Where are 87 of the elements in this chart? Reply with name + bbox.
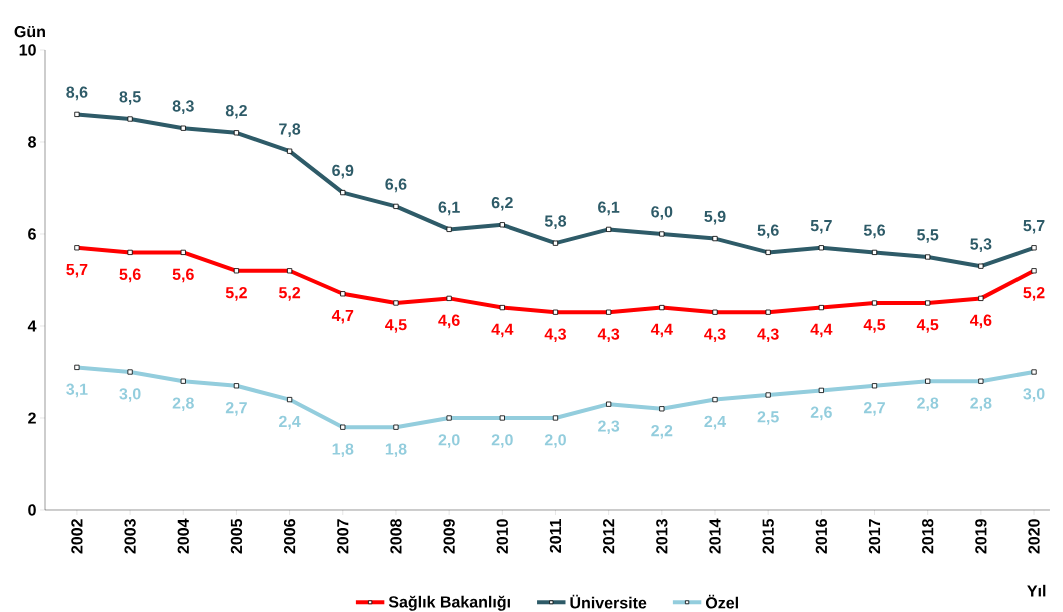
legend-label: Özel (705, 594, 738, 609)
data-label: 2,8 (917, 397, 939, 412)
data-label: 5,2 (1023, 286, 1045, 301)
x-tick-label: 2019 (975, 519, 987, 554)
y-tick-label: 0 (28, 504, 36, 516)
data-label: 4,3 (544, 328, 567, 343)
data-label: 4,5 (916, 319, 939, 333)
x-tick-label: 2016 (815, 519, 828, 554)
data-label: 5,3 (970, 238, 992, 252)
data-label: 5,6 (119, 268, 141, 283)
x-tick-label: 2008 (390, 519, 402, 554)
data-label: 4,3 (597, 328, 620, 343)
data-label: 4,4 (491, 323, 514, 338)
x-tick-label: 2004 (177, 518, 189, 554)
x-tick-label: 2003 (124, 519, 136, 554)
y-tick-label: 4 (27, 320, 37, 332)
data-label: 5,6 (172, 268, 194, 283)
x-tick-label: 2015 (762, 518, 774, 554)
data-label: 5,2 (278, 286, 301, 301)
y-tick-label: 8 (28, 136, 36, 148)
x-tick-label: 2020 (1028, 519, 1040, 554)
data-label: 5,7 (66, 263, 88, 278)
data-label: 6,1 (438, 201, 460, 216)
x-tick-label: 2017 (868, 519, 881, 554)
legend-label: Sağlık Bakanlığı (388, 595, 510, 611)
x-tick-label: 2006 (283, 519, 296, 554)
y-tick-label: 2 (28, 412, 36, 424)
x-tick-label: 2014 (709, 518, 721, 554)
data-label: 5,6 (757, 224, 779, 239)
data-label: 8,6 (66, 86, 88, 101)
data-label: 6,1 (598, 201, 620, 216)
x-tick-label: 2012 (602, 519, 615, 554)
data-label: 5,5 (917, 229, 939, 243)
data-label: 3,1 (66, 383, 88, 398)
data-label: 8,2 (225, 104, 247, 119)
data-label: 2,4 (279, 415, 301, 430)
x-axis-title: Yıl (1027, 584, 1046, 597)
data-label: 4,6 (969, 314, 992, 329)
y-axis-title: Gün (14, 25, 45, 38)
x-tick-label: 2009 (443, 519, 455, 554)
data-label: 5,9 (704, 210, 726, 225)
data-label: 5,7 (810, 220, 832, 234)
x-tick-label: 2005 (230, 518, 243, 554)
x-tick-label: 2007 (337, 519, 349, 554)
data-label: 6,6 (385, 178, 407, 193)
data-label: 5,2 (225, 286, 247, 301)
legend-label: Üniversite (570, 594, 647, 609)
data-label: 8,3 (172, 100, 194, 114)
data-label: 5,7 (1023, 220, 1045, 234)
data-label: 4,3 (757, 328, 779, 343)
data-label: 5,6 (863, 224, 886, 239)
x-tick-label: 2018 (922, 519, 934, 554)
data-label: 2,8 (172, 397, 194, 412)
data-label: 6,0 (651, 206, 673, 220)
data-label: 2,2 (651, 424, 673, 439)
data-label: 2,7 (225, 401, 247, 416)
data-label: 4,6 (438, 314, 460, 329)
data-label: 7,8 (279, 123, 301, 137)
data-label: 4,4 (650, 323, 673, 338)
data-label: 2,0 (544, 434, 566, 448)
data-label: 5,8 (544, 215, 567, 229)
data-label: 1,8 (385, 443, 407, 458)
data-label: 4,7 (331, 309, 354, 324)
data-label: 6,9 (332, 164, 354, 179)
data-label: 3,0 (119, 388, 141, 402)
data-label: 2,7 (863, 401, 885, 416)
x-tick-label: 2002 (71, 519, 83, 554)
x-tick-label: 2013 (656, 519, 668, 554)
data-label: 2,0 (491, 434, 513, 448)
x-tick-label: 2010 (496, 519, 508, 554)
y-tick-label: 6 (28, 228, 36, 240)
data-label: 2,4 (704, 415, 727, 430)
data-label: 4,5 (385, 319, 407, 333)
data-label: 4,4 (810, 323, 833, 338)
data-label: 2,3 (598, 420, 620, 435)
x-tick-label: 2011 (549, 518, 562, 553)
data-label: 2,5 (757, 411, 779, 425)
y-tick-label: 10 (19, 44, 36, 56)
data-label: 4,5 (863, 319, 886, 333)
data-label: 6,2 (491, 196, 513, 211)
data-label: 2,0 (438, 434, 460, 448)
data-label: 2,8 (970, 397, 992, 412)
data-label: 2,6 (810, 406, 832, 421)
data-label: 3,0 (1023, 388, 1045, 402)
data-label: 1,8 (332, 443, 354, 458)
data-label: 4,3 (704, 328, 726, 343)
data-label: 8,5 (119, 91, 141, 105)
